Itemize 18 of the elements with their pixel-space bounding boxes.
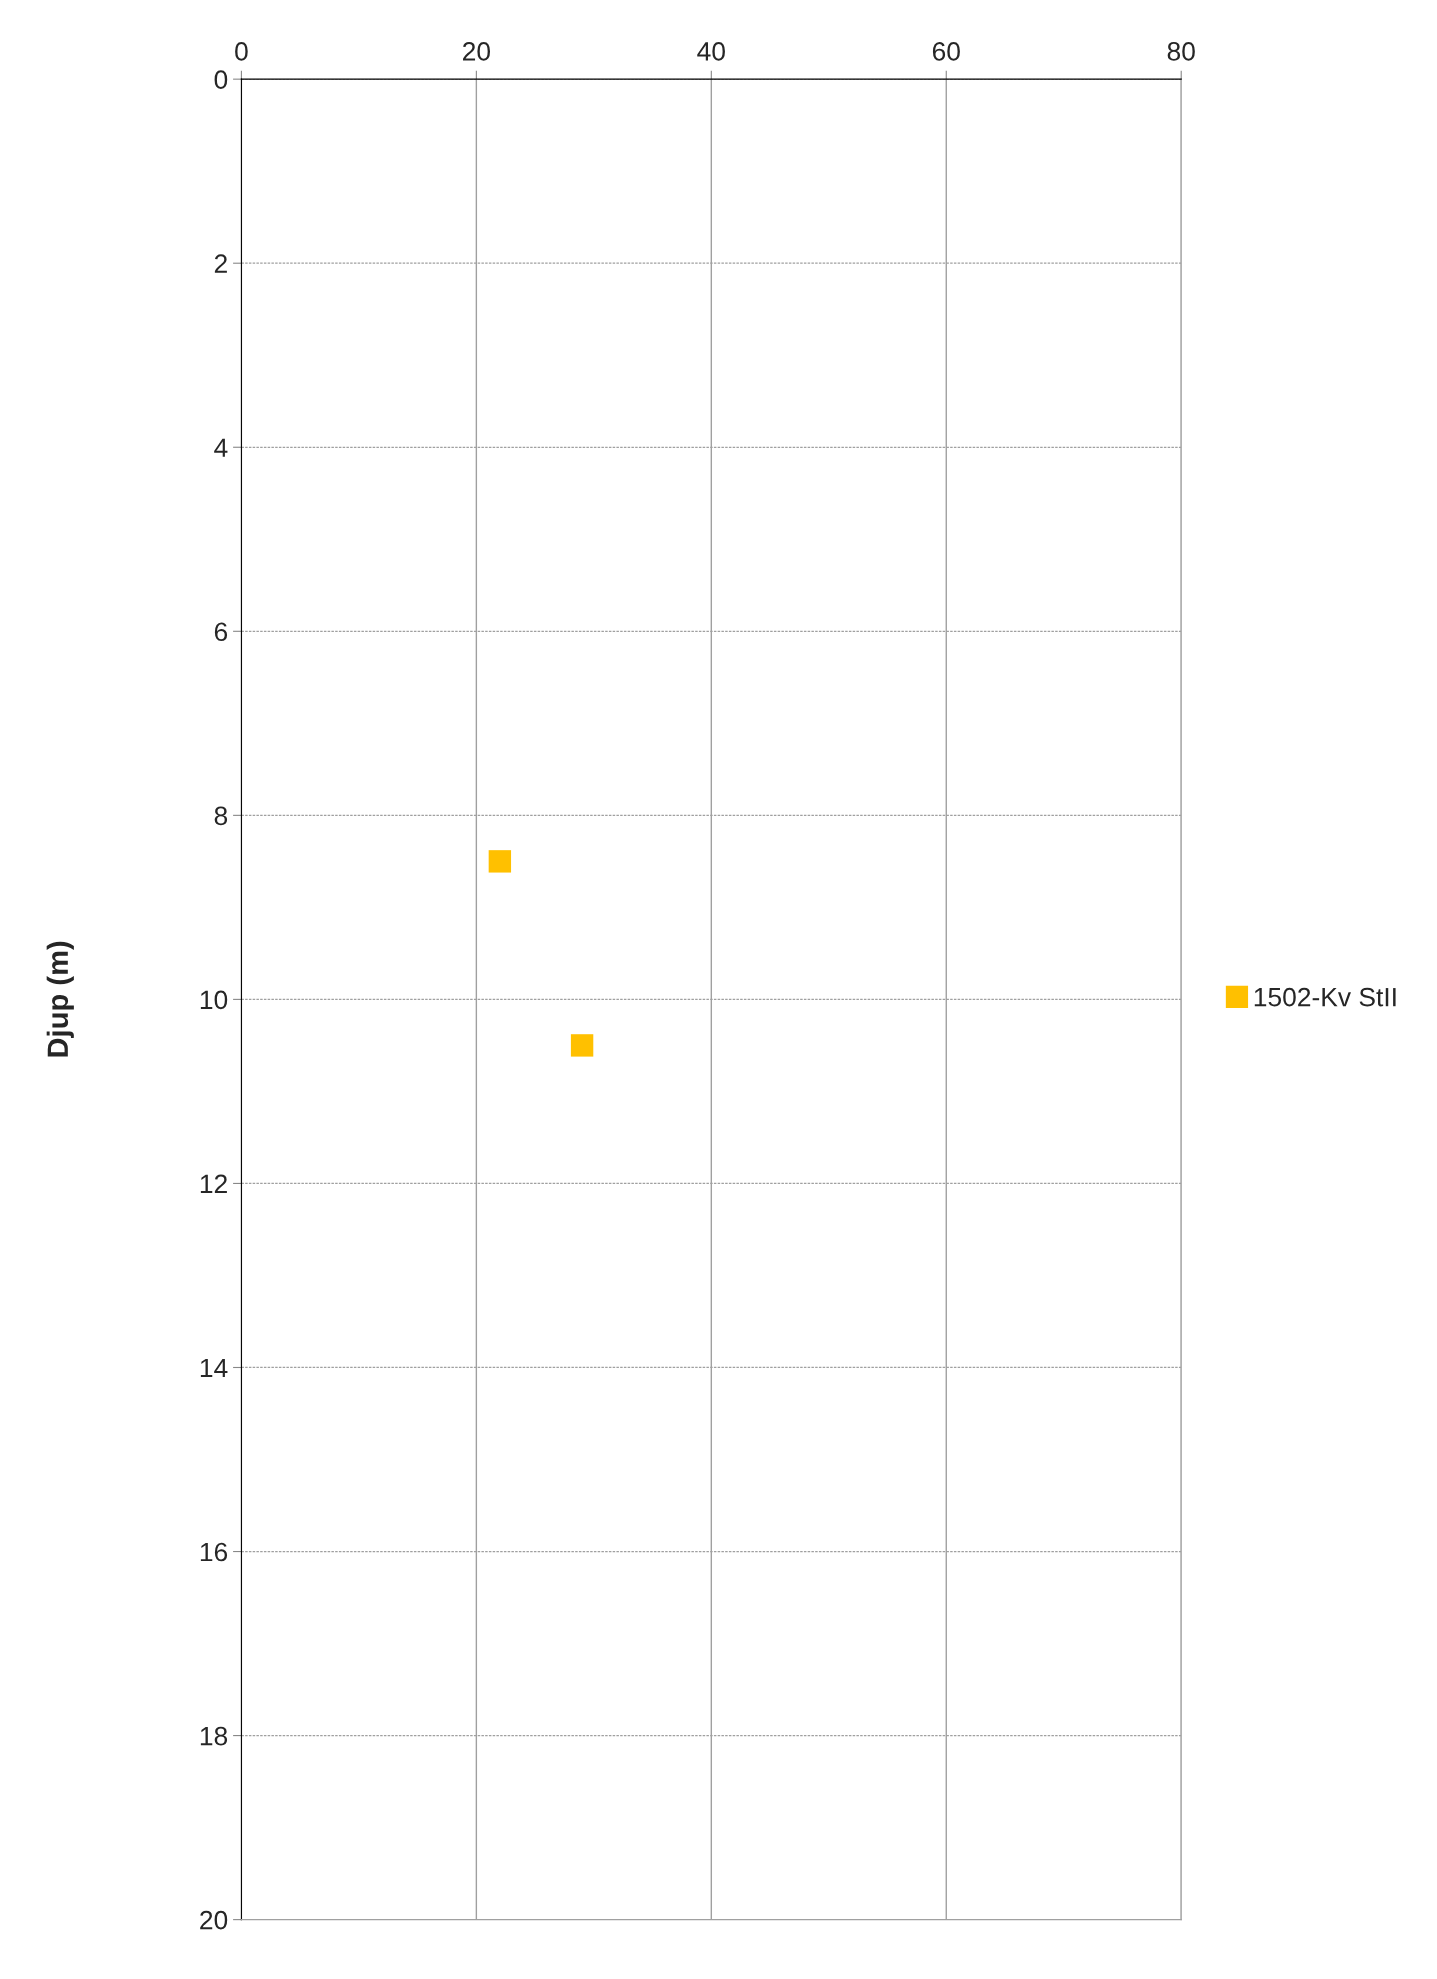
x-tick-label: 40 [697,42,725,61]
x-tick-label: 0 [235,42,248,61]
y-tick-label: 0 [214,70,228,89]
x-tick-label: 20 [463,42,491,61]
y-tick-label: 14 [200,1358,228,1378]
x-tick-label: 60 [932,42,960,61]
legend-label: 1502-Kv StII [1254,987,1396,1007]
y-tick-label: 20 [200,1910,228,1930]
y-tick-label: 6 [214,622,228,642]
y-tick-label: 8 [214,806,228,826]
y-tick-label: 16 [200,1542,228,1562]
y-tick-label: 2 [214,254,227,273]
y-tick-label: 12 [200,1174,227,1193]
y-tick-label: 4 [214,438,228,457]
y-axis-title: Djup (m) [46,941,74,1057]
y-tick-label: 18 [200,1726,228,1746]
x-tick-label: 80 [1167,42,1195,61]
y-tick-label: 10 [200,990,228,1010]
